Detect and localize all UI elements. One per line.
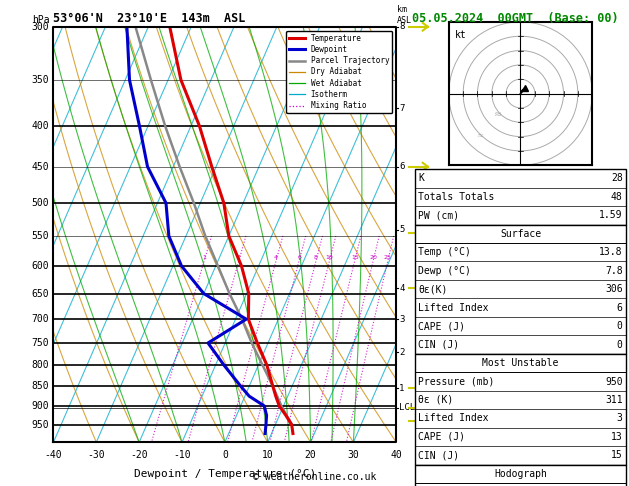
Text: 900: 900 <box>31 401 49 411</box>
Text: Surface: Surface <box>500 229 541 239</box>
Text: 6: 6 <box>399 162 404 171</box>
Text: -10: -10 <box>173 450 191 460</box>
Text: Hodograph: Hodograph <box>494 469 547 479</box>
Text: 20: 20 <box>369 255 377 260</box>
Text: 15: 15 <box>611 451 623 460</box>
Text: θε (K): θε (K) <box>418 395 454 405</box>
Text: 350: 350 <box>31 75 49 85</box>
Text: 5: 5 <box>399 225 404 234</box>
Text: 600: 600 <box>31 261 49 271</box>
Text: 28: 28 <box>611 174 623 183</box>
Text: 550: 550 <box>31 231 49 241</box>
Text: 500: 500 <box>31 198 49 208</box>
Text: -40: -40 <box>45 450 62 460</box>
Text: 7: 7 <box>399 104 404 113</box>
Text: 13: 13 <box>611 432 623 442</box>
Text: K: K <box>418 174 424 183</box>
Text: 7.8: 7.8 <box>605 266 623 276</box>
Text: 311: 311 <box>605 395 623 405</box>
Text: 650: 650 <box>31 289 49 298</box>
Text: -30: -30 <box>87 450 105 460</box>
Text: 10: 10 <box>262 450 274 460</box>
Text: 53°06'N  23°10'E  143m  ASL: 53°06'N 23°10'E 143m ASL <box>53 12 246 25</box>
Text: Totals Totals: Totals Totals <box>418 192 494 202</box>
Text: kt: kt <box>455 31 466 40</box>
Text: 850: 850 <box>31 381 49 391</box>
Text: 800: 800 <box>31 360 49 370</box>
Text: Pressure (mb): Pressure (mb) <box>418 377 494 386</box>
Text: 306: 306 <box>605 284 623 294</box>
Text: 700: 700 <box>31 314 49 324</box>
Text: CIN (J): CIN (J) <box>418 340 459 349</box>
Text: 0: 0 <box>617 340 623 349</box>
Text: 450: 450 <box>31 162 49 172</box>
Text: Lifted Index: Lifted Index <box>418 414 489 423</box>
Text: Temp (°C): Temp (°C) <box>418 247 471 257</box>
Text: 30: 30 <box>348 450 359 460</box>
Text: 1: 1 <box>203 255 206 260</box>
Text: 950: 950 <box>605 377 623 386</box>
Text: CAPE (J): CAPE (J) <box>418 432 465 442</box>
Text: 1.59: 1.59 <box>599 210 623 220</box>
Text: hPa: hPa <box>31 15 49 25</box>
Text: 400: 400 <box>31 121 49 131</box>
Text: 0: 0 <box>617 321 623 331</box>
Text: 950: 950 <box>31 419 49 430</box>
Text: 20: 20 <box>304 450 316 460</box>
Text: $\approx$: $\approx$ <box>492 108 503 119</box>
Text: 8: 8 <box>314 255 318 260</box>
Text: Mixing Ratio (g/kg): Mixing Ratio (g/kg) <box>426 208 435 303</box>
Text: 05.05.2024  00GMT  (Base: 00): 05.05.2024 00GMT (Base: 00) <box>412 12 618 25</box>
Text: km
ASL: km ASL <box>397 5 412 25</box>
Text: © weatheronline.co.uk: © weatheronline.co.uk <box>253 472 376 482</box>
Text: PW (cm): PW (cm) <box>418 210 459 220</box>
Text: 300: 300 <box>31 22 49 32</box>
Text: Dewp (°C): Dewp (°C) <box>418 266 471 276</box>
Text: LCL: LCL <box>399 403 415 412</box>
Text: $\approx$: $\approx$ <box>475 130 484 139</box>
Text: 8: 8 <box>399 22 404 31</box>
Text: 3: 3 <box>617 414 623 423</box>
Text: 48: 48 <box>611 192 623 202</box>
Text: Lifted Index: Lifted Index <box>418 303 489 312</box>
Text: 1: 1 <box>399 383 404 393</box>
Text: Most Unstable: Most Unstable <box>482 358 559 368</box>
Text: 4: 4 <box>274 255 278 260</box>
Text: 40: 40 <box>391 450 402 460</box>
Text: 6: 6 <box>297 255 301 260</box>
Text: 2: 2 <box>237 255 241 260</box>
Text: 2: 2 <box>399 347 404 357</box>
Text: 0: 0 <box>222 450 228 460</box>
Text: -20: -20 <box>130 450 148 460</box>
Text: 15: 15 <box>351 255 359 260</box>
Text: θε(K): θε(K) <box>418 284 448 294</box>
Text: 750: 750 <box>31 338 49 348</box>
Text: CIN (J): CIN (J) <box>418 451 459 460</box>
Text: 25: 25 <box>384 255 392 260</box>
Legend: Temperature, Dewpoint, Parcel Trajectory, Dry Adiabat, Wet Adiabat, Isotherm, Mi: Temperature, Dewpoint, Parcel Trajectory… <box>286 31 392 113</box>
Text: 6: 6 <box>617 303 623 312</box>
Text: CAPE (J): CAPE (J) <box>418 321 465 331</box>
Text: 4: 4 <box>399 284 404 293</box>
Text: 10: 10 <box>326 255 333 260</box>
Text: Dewpoint / Temperature (°C): Dewpoint / Temperature (°C) <box>134 469 316 479</box>
Text: 13.8: 13.8 <box>599 247 623 257</box>
Text: 3: 3 <box>399 314 404 324</box>
